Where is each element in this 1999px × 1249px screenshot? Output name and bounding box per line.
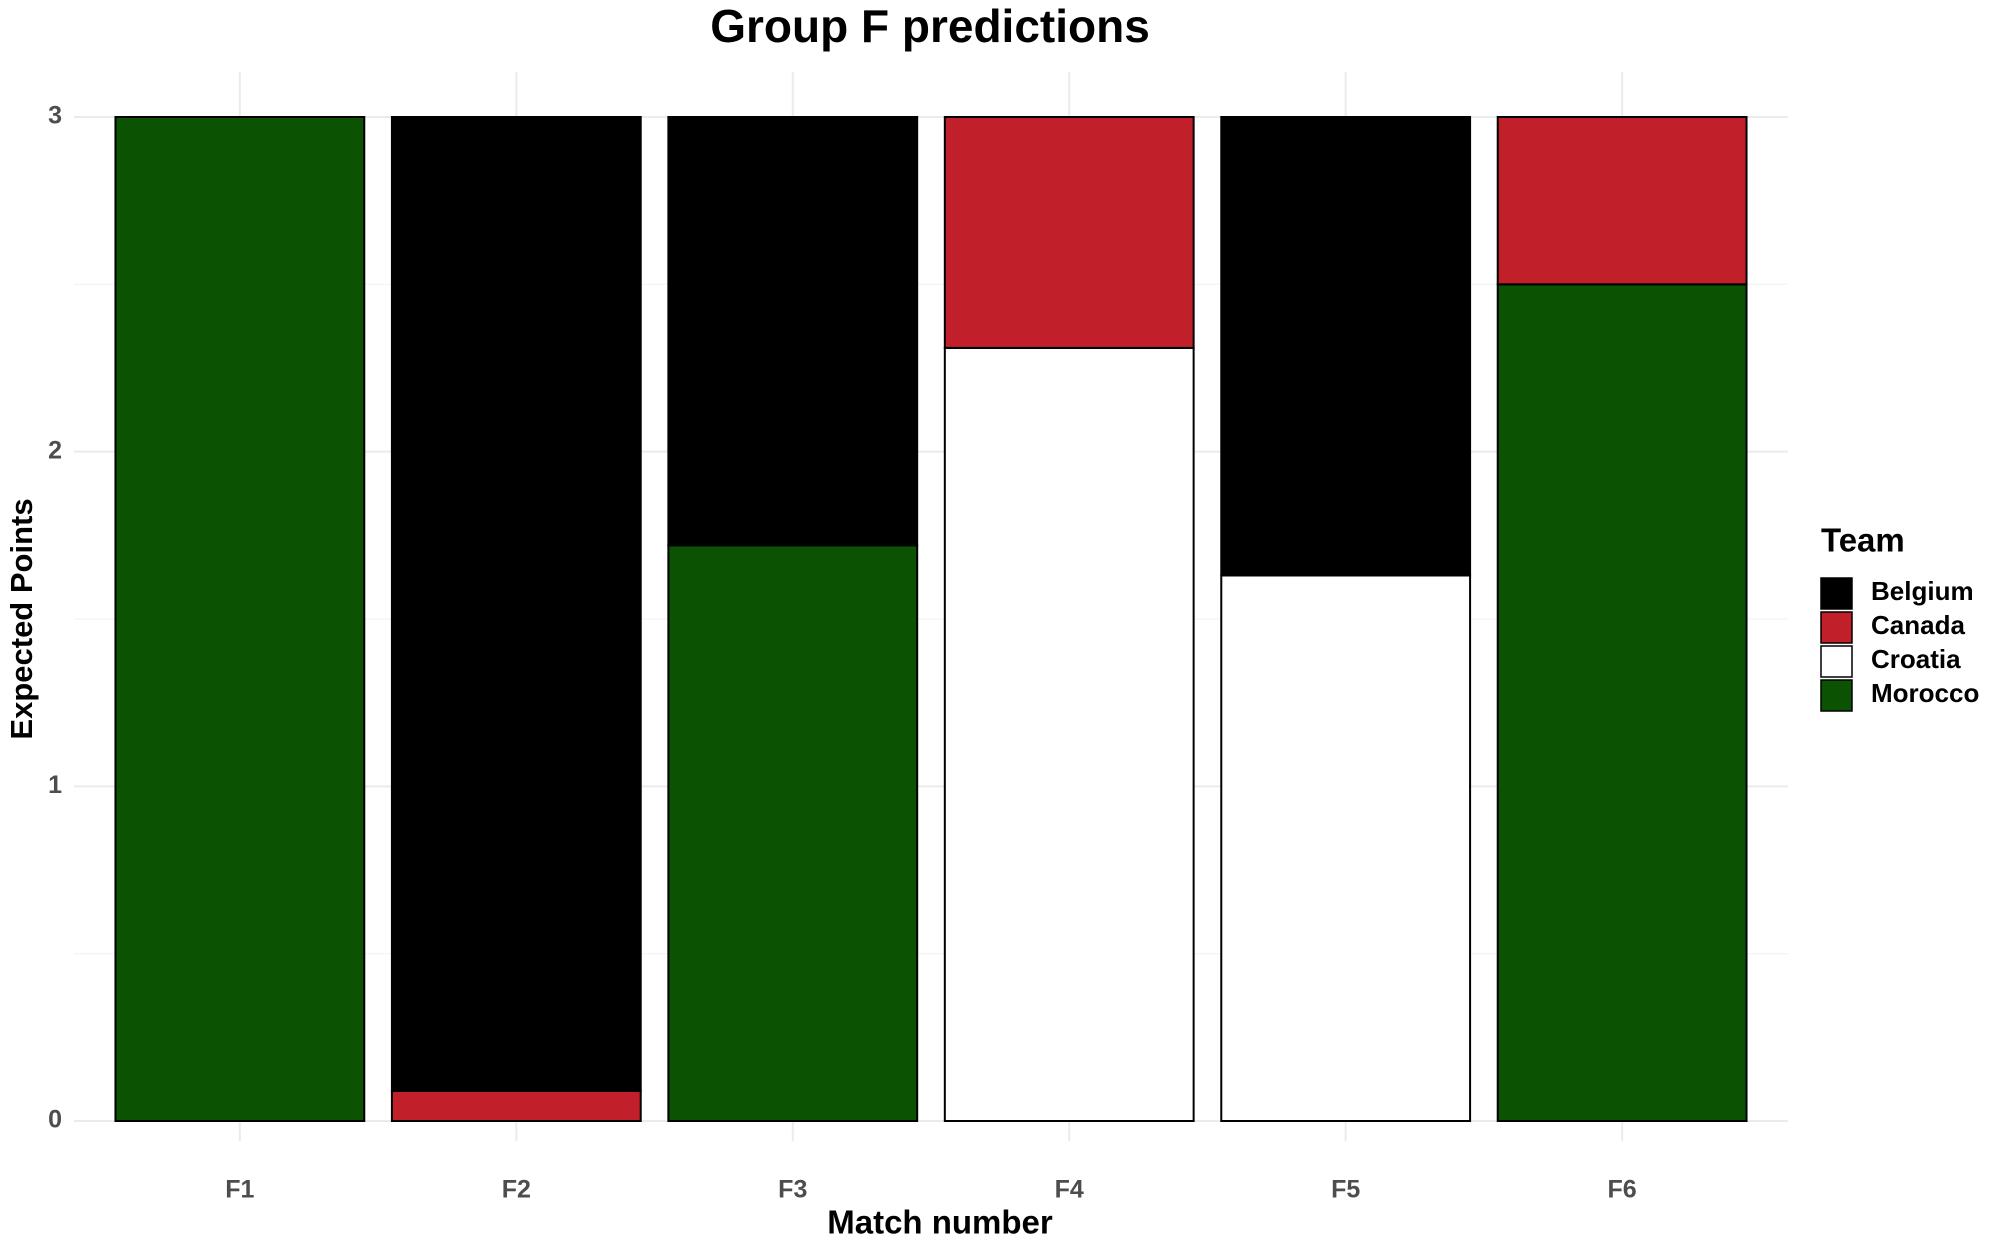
legend-label: Croatia (1871, 644, 1961, 674)
legend: Belgium Canada Croatia Morocco (1820, 576, 1979, 712)
bar-segment (390, 1089, 642, 1123)
bar-segment (1220, 116, 1472, 577)
x-tick-label: F6 (1608, 1176, 1637, 1204)
bar-segment (943, 116, 1195, 349)
legend-key (1820, 611, 1853, 644)
bar-segment (390, 116, 642, 1092)
bar-segment (114, 116, 366, 1122)
chart-title: Group F predictions (710, 0, 1150, 52)
bars (114, 116, 1748, 1123)
bar-segment (1496, 116, 1748, 286)
x-tick-label: F1 (225, 1176, 254, 1204)
y-axis-title: Expected Points (4, 498, 39, 739)
bar-segment (1496, 283, 1748, 1123)
x-tick-label: F5 (1331, 1176, 1360, 1204)
y-tick-label: 2 (48, 436, 62, 464)
legend-key (1820, 577, 1853, 610)
x-tick-label: F2 (502, 1176, 531, 1204)
y-tick-label: 0 (48, 1106, 62, 1134)
legend-label: Canada (1871, 610, 1965, 640)
legend-title: Team (1821, 522, 1905, 559)
bar-segment (667, 116, 919, 547)
bar-segment (943, 346, 1195, 1123)
bar-segment (1220, 574, 1472, 1122)
x-axis-title: Match number (827, 1204, 1053, 1241)
legend-label: Morocco (1871, 678, 1979, 708)
bar-segment (667, 544, 919, 1122)
x-tick-label: F3 (778, 1176, 807, 1204)
y-tick-label: 3 (48, 102, 62, 130)
legend-key (1820, 645, 1853, 678)
x-tick-label: F4 (1055, 1176, 1084, 1204)
legend-label: Belgium (1871, 576, 1974, 606)
y-tick-label: 1 (48, 771, 62, 799)
legend-key (1820, 679, 1853, 712)
